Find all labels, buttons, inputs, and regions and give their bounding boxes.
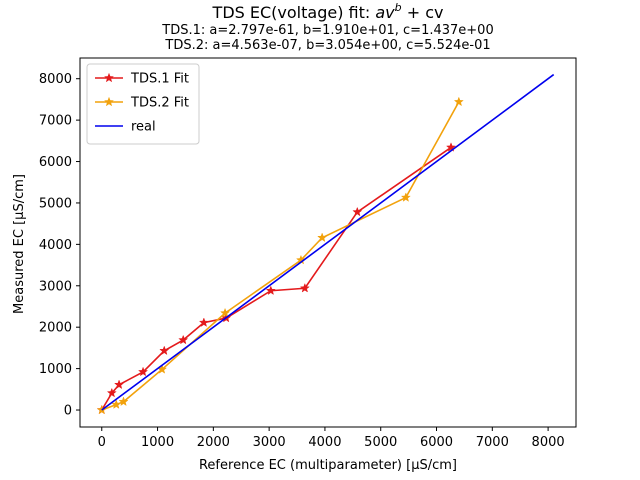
x-tick-label-8: 8000 <box>532 435 565 450</box>
y-tick-label-5: 5000 <box>39 196 72 211</box>
chart-subtitle-line-1: TDS.1: a=2.797e-61, b=1.910e+01, c=1.437… <box>161 23 493 38</box>
data-point-0-5 <box>178 334 189 345</box>
data-point-0-9 <box>299 282 310 293</box>
plot-area <box>96 73 555 415</box>
series-0 <box>96 142 457 415</box>
x-tick-label-2: 2000 <box>197 435 230 450</box>
x-axis-label: Reference EC (multiparameter) [µS/cm] <box>199 458 457 473</box>
series-2 <box>101 73 555 411</box>
legend-marker-0 <box>103 72 115 83</box>
x-tick-label-6: 6000 <box>420 435 453 450</box>
data-point-0-1 <box>106 387 117 398</box>
series-line-1 <box>101 101 460 411</box>
y-tick-label-8: 8000 <box>39 72 72 87</box>
data-point-1-7 <box>400 192 411 202</box>
data-point-1-1 <box>111 399 122 409</box>
legend-box <box>86 63 200 145</box>
axes: 0 1000 2000 3000 4000 5000 6000 7000 8000 0 1000 20… <box>39 57 577 450</box>
data-point-1-4 <box>220 307 231 318</box>
chart-title-text: TDS EC(voltage) fit: avb + cv <box>212 1 444 22</box>
data-point-0-2 <box>114 379 125 390</box>
x-tick-label-3: 3000 <box>253 435 286 450</box>
series-1 <box>96 96 464 415</box>
chart-subtitle-line-2: TDS.2: a=4.563e-07, b=3.054e+00, c=5.524… <box>164 38 490 53</box>
x-tick-label-5: 5000 <box>364 435 397 450</box>
data-point-0-8 <box>265 285 276 296</box>
series-line-2 <box>101 73 555 411</box>
legend: TDS.1 Fit TDS.2 Fit real <box>86 63 200 145</box>
y-tick-label-4: 4000 <box>39 238 72 253</box>
data-point-0-4 <box>159 345 170 356</box>
data-point-0-6 <box>198 317 209 327</box>
data-point-0-3 <box>137 366 149 377</box>
y-tick-label-2: 2000 <box>39 321 72 336</box>
data-point-1-8 <box>453 96 464 107</box>
y-tick-label-1: 1000 <box>39 362 72 377</box>
legend-label-2: real <box>131 120 156 135</box>
x-tick-label-4: 4000 <box>308 435 341 450</box>
x-tick-label-1: 1000 <box>141 435 174 450</box>
chart-title: TDS EC(voltage) fit: avb + cv TDS.1: a=2… <box>161 1 493 53</box>
title-base: av <box>375 3 395 22</box>
x-tick-label-7: 7000 <box>476 435 509 450</box>
data-point-1-2 <box>118 396 129 407</box>
data-point-0-10 <box>352 206 363 217</box>
data-point-1-6 <box>317 232 328 243</box>
data-point-0-11 <box>445 142 457 152</box>
legend-label-1: TDS.2 Fit <box>130 96 189 111</box>
x-tick-label-0: 0 <box>98 435 106 450</box>
y-axis-label: Measured EC [µS/cm] <box>12 174 27 314</box>
title-exponent: b <box>395 1 402 14</box>
title-suffix: + cv <box>402 3 444 22</box>
y-tick-label-3: 3000 <box>39 279 72 294</box>
legend-label-0: TDS.1 Fit <box>130 72 189 87</box>
y-tick-label-0: 0 <box>64 404 72 419</box>
title-prefix: TDS EC(voltage) fit: <box>212 3 376 22</box>
axes-frame <box>79 57 577 428</box>
legend-marker-1 <box>103 96 115 107</box>
y-tick-label-7: 7000 <box>39 114 72 129</box>
y-tick-label-6: 6000 <box>39 155 72 170</box>
